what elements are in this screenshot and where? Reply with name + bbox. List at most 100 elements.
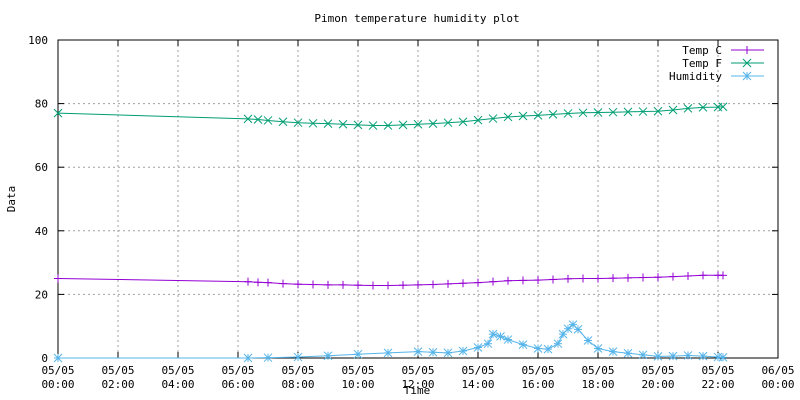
data-point-temp-c xyxy=(684,271,692,280)
data-point-temp-c xyxy=(639,273,647,282)
x-tick-label-time: 00:00 xyxy=(761,378,794,391)
x-tick-label-time: 08:00 xyxy=(281,378,314,391)
x-tick-label-time: 02:00 xyxy=(101,378,134,391)
data-point-humidity xyxy=(323,351,333,361)
legend-marker xyxy=(742,58,752,68)
data-point-temp-f xyxy=(443,118,453,128)
data-point-temp-c xyxy=(504,276,512,285)
x-tick-label-time: 10:00 xyxy=(341,378,374,391)
data-point-temp-c xyxy=(564,274,572,283)
data-point-temp-f xyxy=(308,118,318,128)
data-point-temp-f xyxy=(458,117,468,127)
data-point-temp-c xyxy=(309,280,317,289)
data-point-temp-c xyxy=(264,278,272,287)
data-point-humidity xyxy=(503,335,513,344)
x-tick-label-date: 05/05 xyxy=(401,364,434,377)
data-point-temp-f xyxy=(353,120,363,130)
y-tick-label: 40 xyxy=(35,225,48,238)
data-point-temp-f xyxy=(578,108,588,118)
data-point-humidity xyxy=(553,339,563,349)
data-point-temp-f xyxy=(593,108,603,117)
data-point-humidity xyxy=(573,325,583,334)
data-point-temp-c xyxy=(354,281,362,290)
data-point-temp-f xyxy=(243,114,253,124)
legend-item-temp-f: Temp F xyxy=(682,57,764,70)
data-point-humidity xyxy=(293,352,303,362)
data-point-temp-c xyxy=(339,280,347,289)
data-point-temp-c xyxy=(594,274,602,283)
legend-label: Humidity xyxy=(669,70,722,83)
data-point-humidity xyxy=(53,353,63,363)
data-point-temp-c xyxy=(459,279,467,288)
data-point-temp-f xyxy=(518,111,528,121)
x-tick-label-time: 04:00 xyxy=(161,378,194,391)
data-point-temp-c xyxy=(624,273,632,282)
data-point-humidity xyxy=(683,351,693,360)
data-point-temp-f xyxy=(368,121,378,130)
data-point-humidity xyxy=(473,343,483,352)
data-point-temp-f xyxy=(323,119,333,128)
data-point-humidity xyxy=(638,350,648,360)
data-point-temp-c xyxy=(384,281,392,290)
data-point-temp-c xyxy=(254,278,262,287)
data-point-temp-c xyxy=(534,276,542,285)
y-tick-label: 0 xyxy=(41,352,48,365)
data-point-humidity xyxy=(698,351,708,361)
x-tick-label-date: 05/05 xyxy=(221,364,254,377)
y-tick-label: 20 xyxy=(35,288,48,301)
data-point-humidity xyxy=(608,347,618,356)
data-point-humidity xyxy=(718,353,728,362)
data-point-temp-f xyxy=(383,121,393,130)
data-point-temp-f xyxy=(668,105,678,115)
data-point-humidity xyxy=(488,329,498,339)
data-point-temp-f xyxy=(563,109,573,118)
data-point-humidity xyxy=(668,351,678,361)
data-point-temp-c xyxy=(399,281,407,290)
x-tick-label-date: 05/05 xyxy=(41,364,74,377)
x-tick-label-time: 12:00 xyxy=(401,378,434,391)
data-point-humidity xyxy=(583,336,593,345)
x-tick-label-date: 05/05 xyxy=(701,364,734,377)
y-tick-label: 80 xyxy=(35,98,48,111)
data-point-temp-f xyxy=(473,115,483,125)
x-tick-label-date: 05/05 xyxy=(341,364,374,377)
data-point-temp-c xyxy=(474,278,482,287)
data-point-temp-f xyxy=(293,118,303,128)
data-point-temp-c xyxy=(54,274,62,283)
data-point-temp-c xyxy=(719,271,727,280)
data-point-temp-c xyxy=(549,275,557,284)
x-tick-label-date: 06/05 xyxy=(761,364,794,377)
data-point-temp-c xyxy=(324,280,332,289)
data-point-temp-f xyxy=(263,116,273,125)
data-point-temp-f xyxy=(428,119,438,128)
data-point-humidity xyxy=(483,339,493,349)
data-point-humidity xyxy=(496,332,505,341)
series-humidity xyxy=(53,320,728,363)
data-point-humidity xyxy=(653,352,663,361)
data-point-temp-f xyxy=(683,104,693,113)
data-point-temp-f xyxy=(338,119,348,129)
x-tick-label-time: 18:00 xyxy=(581,378,614,391)
data-point-temp-c xyxy=(669,272,677,281)
data-point-temp-f xyxy=(253,115,263,124)
data-point-humidity xyxy=(623,348,633,358)
data-point-temp-c xyxy=(609,274,617,283)
series-temp-f xyxy=(53,102,728,130)
x-axis-label: Time xyxy=(404,384,431,397)
x-tick-label-time: 06:00 xyxy=(221,378,254,391)
data-point-humidity xyxy=(243,353,253,363)
x-tick-label-date: 05/05 xyxy=(101,364,134,377)
data-point-temp-c xyxy=(294,280,302,289)
chart-title: Pimon temperature humidity plot xyxy=(314,12,519,25)
x-tick-label-date: 05/05 xyxy=(521,364,554,377)
data-point-temp-f xyxy=(488,114,498,123)
x-tick-label-time: 14:00 xyxy=(461,378,494,391)
series-temp-c xyxy=(54,271,727,290)
data-point-temp-f xyxy=(278,117,288,127)
data-point-temp-c xyxy=(579,274,587,283)
data-point-temp-c xyxy=(654,273,662,282)
grid-lines xyxy=(58,40,778,358)
data-point-humidity xyxy=(353,349,363,359)
